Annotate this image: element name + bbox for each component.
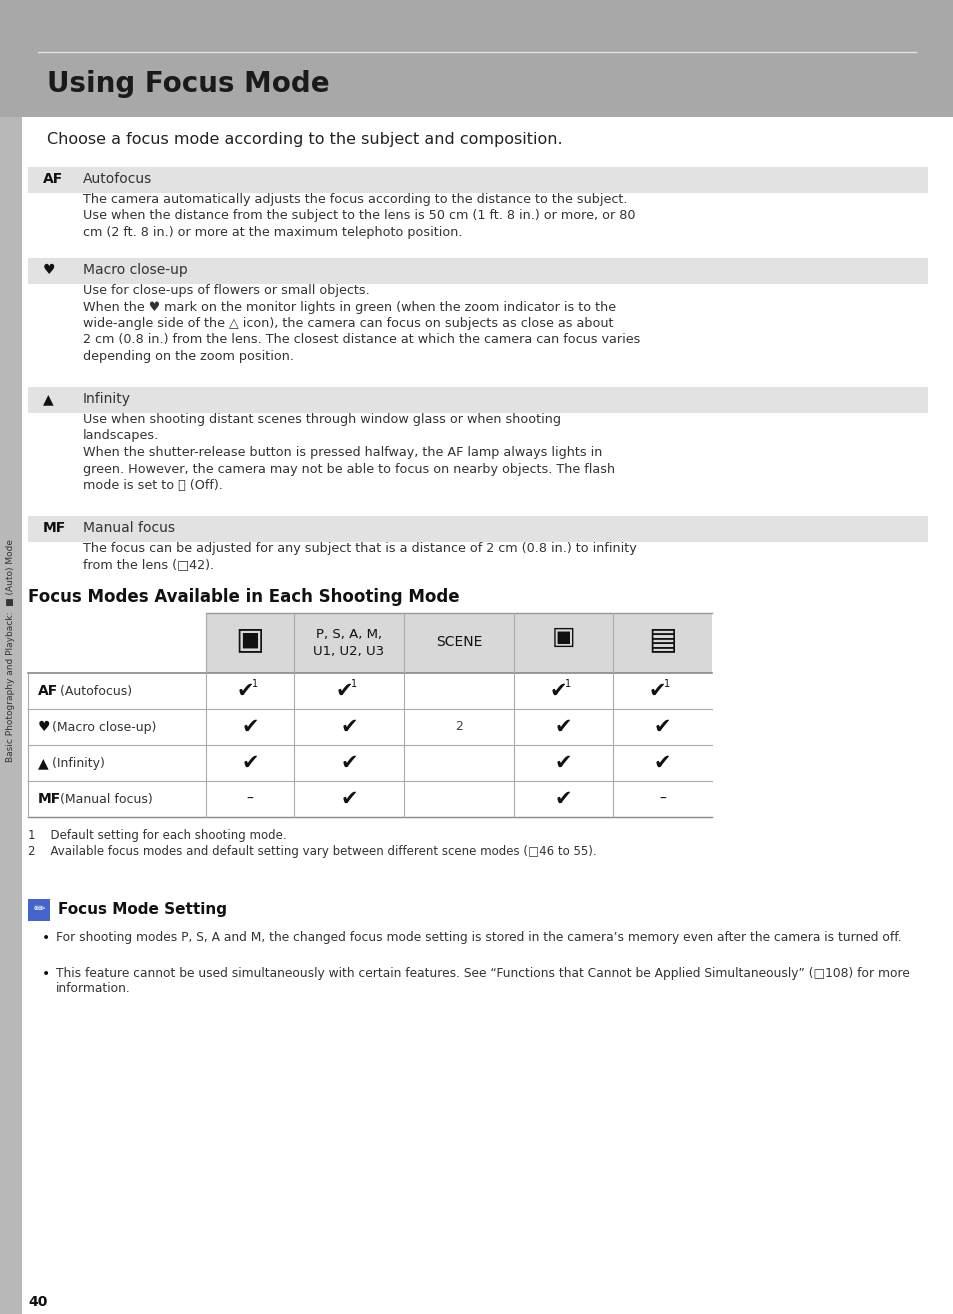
Text: ♥: ♥ [38,720,51,735]
Text: ✔: ✔ [653,753,671,773]
Text: depending on the zoom position.: depending on the zoom position. [83,350,294,363]
Bar [28,516,927,541]
Text: 1: 1 [252,679,258,689]
Text: (Macro close-up): (Macro close-up) [48,720,156,733]
Text: SCENE: SCENE [436,635,481,649]
Text: MF: MF [43,520,66,535]
Text: Infinity: Infinity [83,392,131,406]
Text: The camera automatically adjusts the focus according to the distance to the subj: The camera automatically adjusts the foc… [83,193,627,206]
Text: ✔: ✔ [340,717,357,737]
Text: ▣: ▣ [551,625,575,649]
Text: When the ♥ mark on the monitor lights in green (when the zoom indicator is to th: When the ♥ mark on the monitor lights in… [83,301,616,314]
Text: ✔: ✔ [241,753,258,773]
Text: ▤: ▤ [647,625,677,654]
Bar [28,781,711,817]
Text: mode is set to ⓨ (Off).: mode is set to ⓨ (Off). [83,480,223,491]
Text: Use for close-ups of flowers or small objects.: Use for close-ups of flowers or small ob… [83,284,370,297]
Text: 1: 1 [351,679,356,689]
Text: 2    Available focus modes and default setting vary between different scene mode: 2 Available focus modes and default sett… [28,845,596,858]
Text: Manual focus: Manual focus [83,520,174,535]
Text: 2: 2 [455,720,462,733]
Text: cm (2 ft. 8 in.) or more at the maximum telephoto position.: cm (2 ft. 8 in.) or more at the maximum … [83,226,462,239]
Text: 1    Default setting for each shooting mode.: 1 Default setting for each shooting mode… [28,829,286,842]
Text: MF: MF [38,792,61,805]
Text: ✔: ✔ [241,717,258,737]
Text: ▣: ▣ [235,625,264,654]
Text: ✔: ✔ [236,681,253,700]
Text: ✔: ✔ [340,788,357,809]
Text: This feature cannot be used simultaneously with certain features. See “Functions: This feature cannot be used simultaneous… [56,967,909,995]
Text: The focus can be adjusted for any subject that is a distance of 2 cm (0.8 in.) t: The focus can be adjusted for any subjec… [83,541,636,555]
Text: Use when shooting distant scenes through window glass or when shooting: Use when shooting distant scenes through… [83,413,560,426]
Text: ♥: ♥ [43,263,55,277]
Text: Macro close-up: Macro close-up [83,263,188,277]
Bar [28,388,927,413]
Text: 1: 1 [565,679,571,689]
Bar [0,0,22,1314]
Text: •: • [42,967,51,982]
Text: AF: AF [43,172,63,187]
Text: 2 cm (0.8 in.) from the lens. The closest distance at which the camera can focus: 2 cm (0.8 in.) from the lens. The closes… [83,334,639,347]
Text: Using Focus Mode: Using Focus Mode [47,70,330,99]
Text: Basic Photography and Playback:  ■ (Auto) Mode: Basic Photography and Playback: ■ (Auto)… [7,539,15,762]
Text: When the shutter-release button is pressed halfway, the AF lamp always lights in: When the shutter-release button is press… [83,445,601,459]
Text: Use when the distance from the subject to the lens is 50 cm (1 ft. 8 in.) or mor: Use when the distance from the subject t… [83,209,635,222]
Bar [0,0,953,117]
Text: ▲: ▲ [38,756,49,770]
Text: •: • [42,932,51,945]
Bar [206,614,711,673]
Text: P, S, A, M,
U1, U2, U3: P, S, A, M, U1, U2, U3 [314,628,384,658]
Bar [28,258,927,284]
Text: ✔: ✔ [653,717,671,737]
Text: (Autofocus): (Autofocus) [56,685,132,698]
Text: –: – [246,792,253,805]
Text: 40: 40 [28,1296,48,1309]
Text: ✔: ✔ [340,753,357,773]
Text: 1: 1 [663,679,670,689]
Bar [28,710,711,745]
Text: ✔: ✔ [549,681,567,700]
Text: ✔: ✔ [554,717,572,737]
Text: AF: AF [38,685,58,698]
Text: Choose a focus mode according to the subject and composition.: Choose a focus mode according to the sub… [47,131,562,147]
Text: ✔: ✔ [554,788,572,809]
Text: ✔: ✔ [335,681,353,700]
Bar [28,167,927,193]
Text: green. However, the camera may not be able to focus on nearby objects. The flash: green. However, the camera may not be ab… [83,463,615,476]
Bar [28,745,711,781]
Text: from the lens (□42).: from the lens (□42). [83,558,213,572]
Text: (Infinity): (Infinity) [48,757,105,770]
Text: Autofocus: Autofocus [83,172,152,187]
Text: ✔: ✔ [554,753,572,773]
Text: (Manual focus): (Manual focus) [56,792,152,805]
Text: ✔: ✔ [648,681,665,700]
Bar [28,673,711,710]
Text: wide-angle side of the △ icon), the camera can focus on subjects as close as abo: wide-angle side of the △ icon), the came… [83,317,613,330]
Bar [28,899,50,921]
Text: ✏: ✏ [33,901,45,916]
Bar [28,614,206,673]
Text: landscapes.: landscapes. [83,430,159,443]
Text: Focus Mode Setting: Focus Mode Setting [58,901,227,917]
Text: ▲: ▲ [43,392,53,406]
Text: Focus Modes Available in Each Shooting Mode: Focus Modes Available in Each Shooting M… [28,587,459,606]
Text: For shooting modes P, S, A and M, the changed focus mode setting is stored in th: For shooting modes P, S, A and M, the ch… [56,932,901,943]
Text: –: – [659,792,665,805]
